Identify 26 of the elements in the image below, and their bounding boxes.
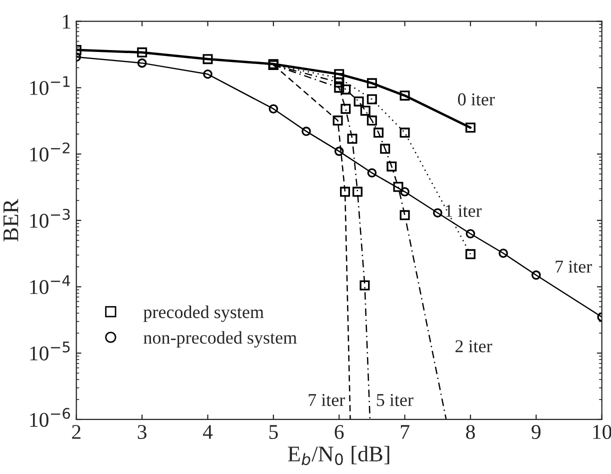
y-tick-label: 1 bbox=[62, 14, 70, 29]
x-axis-title: E$_{b}$/N$_{0}$ [dB] bbox=[288, 446, 390, 466]
x-tick-label: 2 bbox=[72, 425, 80, 439]
x-tick-label: 3 bbox=[138, 425, 146, 440]
y-tick-label: 10$^{−1}$ bbox=[30, 76, 70, 96]
x-tick-label: 4 bbox=[202, 425, 213, 439]
y-tick-label: 10$^{−3}$ bbox=[30, 208, 70, 228]
y-tick-label: 10$^{−4}$ bbox=[30, 275, 70, 294]
legend-label: non-precoded system bbox=[144, 331, 297, 348]
annotation: 2 iter bbox=[456, 340, 492, 352]
x-tick-label: 6 bbox=[334, 425, 344, 440]
annotation: 5 iter bbox=[376, 394, 414, 406]
y-tick-label: 10$^{−2}$ bbox=[30, 142, 70, 162]
legend-label: precoded system bbox=[143, 306, 264, 322]
x-tick-label: 10 bbox=[593, 424, 611, 440]
x-tick-label: 9 bbox=[532, 425, 541, 440]
x-tick-label: 5 bbox=[269, 425, 278, 440]
annotation: 7 iter bbox=[308, 394, 346, 406]
y-tick-label: 10$^{−5}$ bbox=[30, 342, 70, 360]
x-tick-label: 7 bbox=[400, 425, 410, 439]
y-axis-title: BER bbox=[4, 198, 18, 242]
x-tick-label: 8 bbox=[466, 424, 475, 440]
annotation: 7 iter bbox=[556, 260, 592, 273]
y-tick-label: 10$^{−6}$ bbox=[30, 408, 70, 427]
annotation: 1 iter bbox=[446, 204, 482, 217]
annotation: 0 iter bbox=[458, 93, 495, 106]
